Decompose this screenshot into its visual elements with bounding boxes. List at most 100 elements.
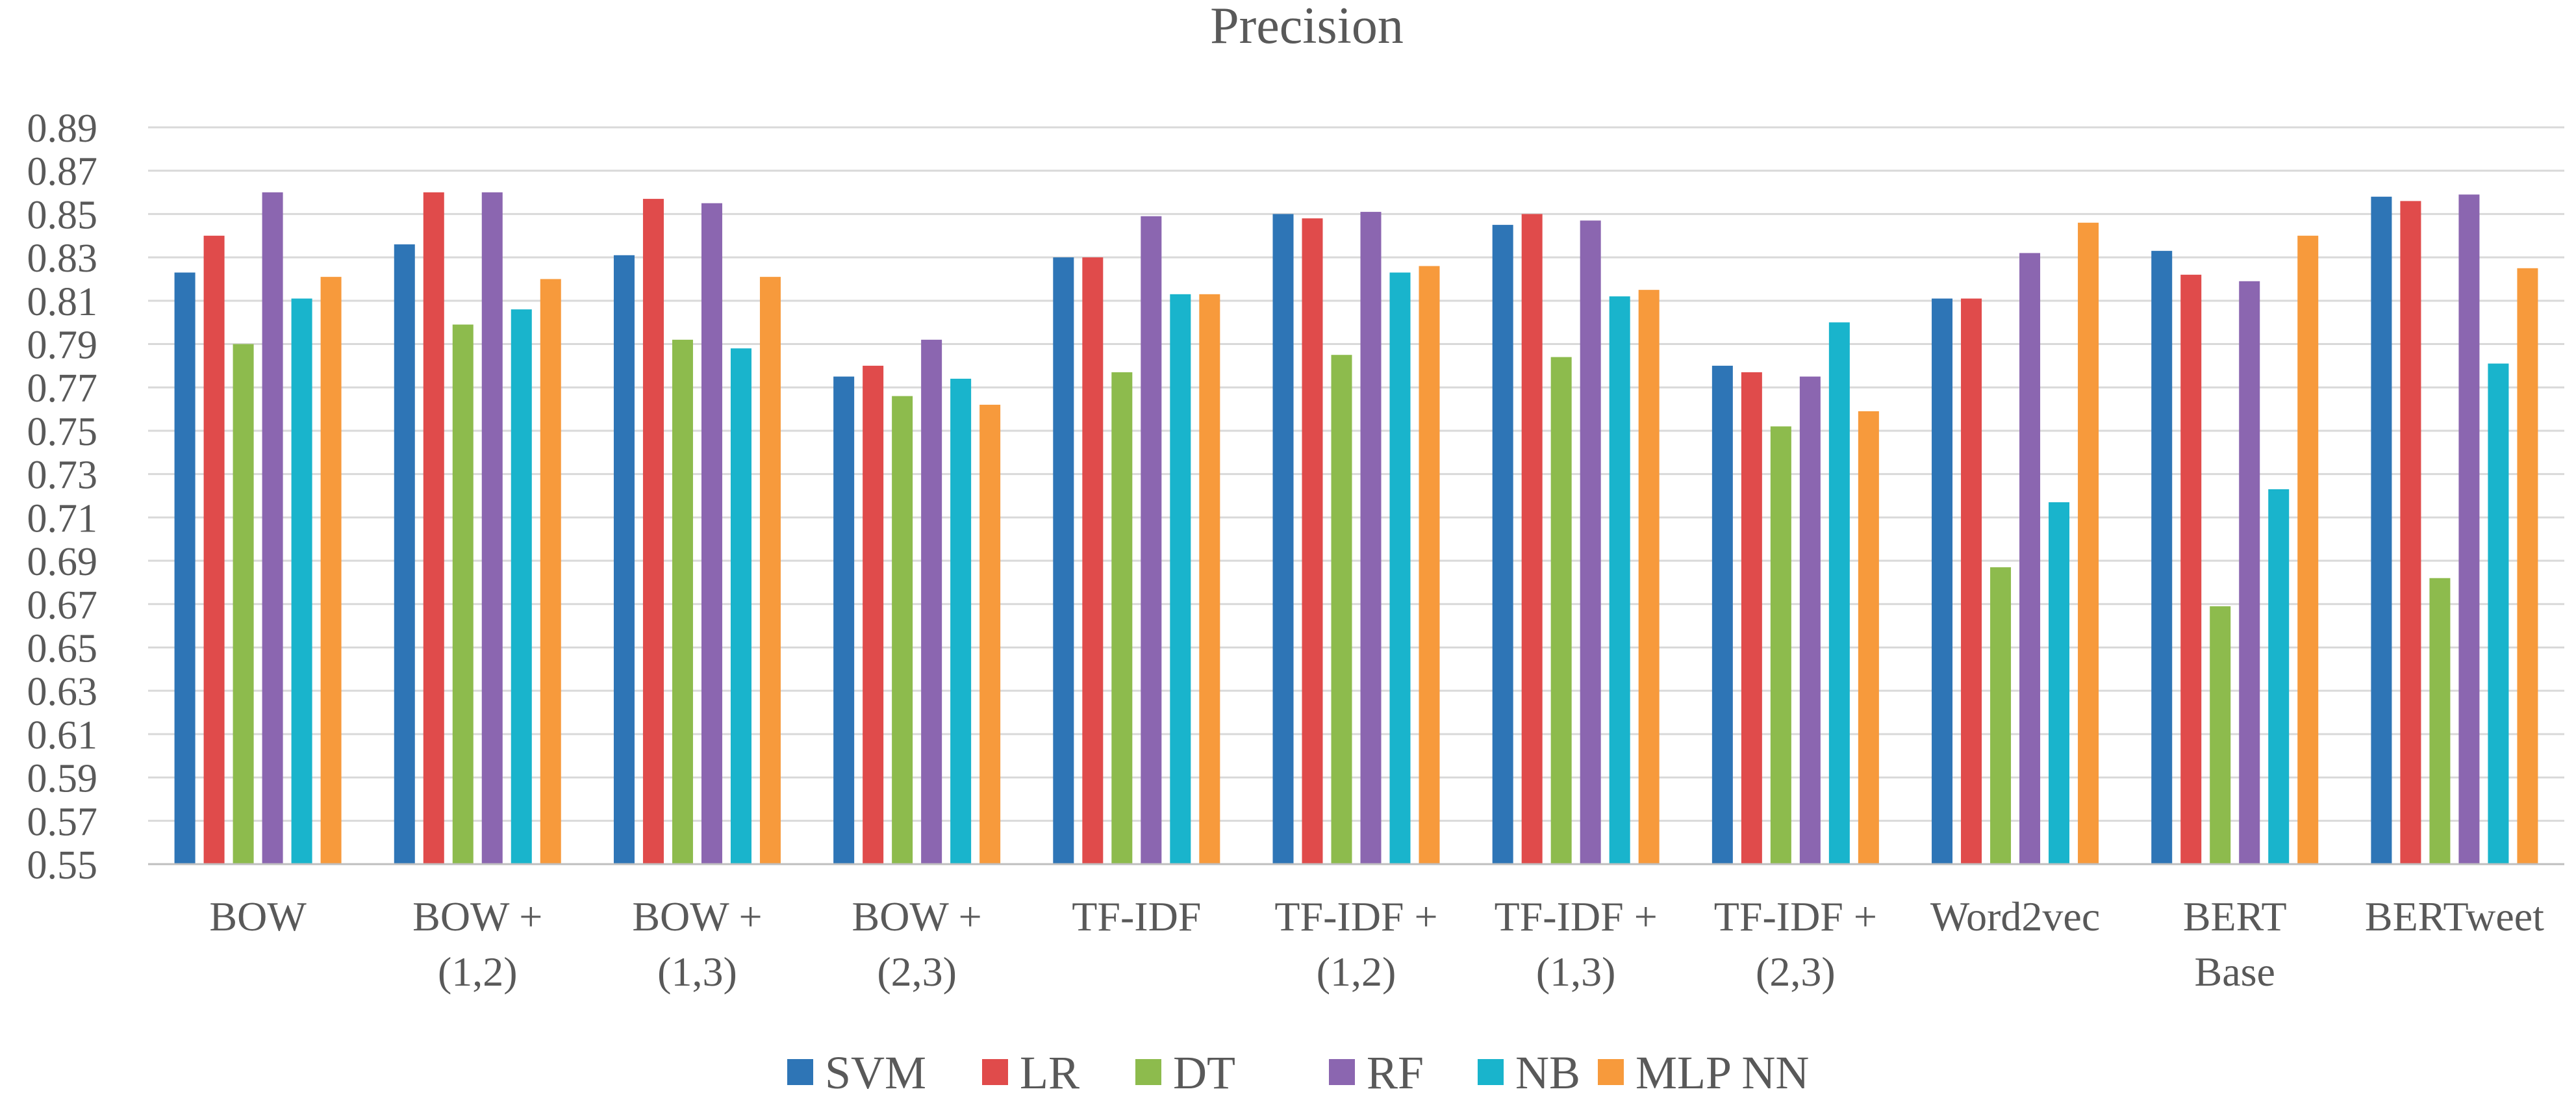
bar (1199, 294, 1220, 865)
legend-item: RF (1329, 1047, 1424, 1099)
bar (2297, 235, 2319, 864)
x-category-label: TF-IDF + (2,3) (1714, 893, 1877, 995)
bar (233, 344, 254, 864)
bar (174, 272, 196, 864)
legend-item: LR (982, 1047, 1080, 1099)
bar (613, 255, 635, 864)
bar (1858, 411, 1879, 864)
bar (511, 309, 532, 865)
legend-item: MLP NN (1598, 1047, 1809, 1099)
legend-item: SVM (787, 1047, 926, 1099)
bar (2078, 222, 2099, 864)
y-tick-label: 0.77 (27, 366, 98, 411)
bar (1082, 257, 1104, 864)
bar (2429, 578, 2451, 864)
bar (2049, 502, 2070, 864)
x-category-label: BERT Base (2183, 893, 2287, 995)
bar (540, 279, 561, 864)
bar (2019, 253, 2041, 865)
legend-swatch (787, 1059, 813, 1085)
y-tick-label: 0.81 (27, 280, 98, 324)
y-tick-label: 0.79 (27, 324, 98, 368)
legend-swatch (982, 1059, 1008, 1085)
series-nb (291, 272, 2509, 865)
y-tick-label: 0.61 (27, 713, 98, 758)
y-tick-label: 0.71 (27, 496, 98, 541)
bar (2371, 196, 2392, 865)
bar (481, 192, 503, 864)
legend: SVM LR DT RF NB MLP NN (787, 1047, 1809, 1099)
bar (759, 277, 781, 865)
y-tick-label: 0.87 (27, 150, 98, 194)
gridlines (148, 126, 2564, 822)
bar (950, 378, 972, 864)
bar (1770, 426, 1791, 864)
series-svm (174, 196, 2392, 865)
bar (863, 365, 884, 864)
y-tick-label: 0.63 (27, 670, 98, 714)
bar (2458, 194, 2480, 865)
bar (1272, 214, 1294, 865)
bar (320, 277, 342, 865)
bar (2151, 251, 2173, 864)
bar (1389, 272, 1411, 864)
bar (1550, 357, 1572, 864)
bar (1170, 294, 1191, 865)
bar (1331, 355, 1352, 864)
bar (1638, 290, 1660, 864)
bar (2268, 489, 2290, 864)
bar (672, 339, 693, 864)
bar (1961, 298, 1982, 864)
bar (1609, 296, 1630, 864)
x-category-label: BOW (209, 893, 307, 940)
bar (730, 348, 751, 864)
y-tick-label: 0.59 (27, 757, 98, 801)
bar (1360, 212, 1382, 864)
bar (1741, 372, 1762, 864)
bar (262, 192, 283, 864)
legend-item: DT (1135, 1047, 1235, 1099)
y-tick-label: 0.73 (27, 454, 98, 498)
bar (1141, 216, 1162, 864)
bar (2488, 363, 2509, 864)
bar (1580, 220, 1601, 865)
series-mlp-nn (320, 222, 2538, 865)
bar (1990, 567, 2012, 864)
y-tick-label: 0.55 (27, 843, 98, 888)
x-category-label: BOW + (1,3) (632, 893, 762, 995)
x-category-label: BOW + (1,2) (412, 893, 542, 995)
y-tick-label: 0.85 (27, 193, 98, 237)
bar (1419, 266, 1440, 864)
bar (2517, 268, 2538, 864)
bar (1799, 376, 1821, 864)
bar (892, 396, 913, 864)
bar (423, 192, 444, 864)
series-rf (262, 192, 2480, 865)
y-tick-label: 0.65 (27, 626, 98, 671)
bar (1111, 372, 1133, 864)
bar (2400, 201, 2421, 864)
bar (2239, 281, 2260, 864)
bar (394, 244, 415, 864)
bar (1828, 322, 1850, 864)
x-category-label: BERTweet (2365, 893, 2544, 940)
bar (701, 203, 722, 864)
bar (2210, 606, 2231, 864)
x-category-label: BOW + (2,3) (852, 893, 982, 995)
legend-label: DT (1173, 1047, 1235, 1099)
bar (642, 199, 664, 864)
legend-swatch (1135, 1059, 1161, 1085)
legend-swatch (1329, 1059, 1355, 1085)
legend-label: NB (1515, 1047, 1580, 1099)
x-category-label: TF-IDF + (1,3) (1495, 893, 1658, 995)
bar (833, 376, 855, 864)
legend-label: SVM (825, 1047, 926, 1099)
bar (1053, 257, 1074, 864)
y-axis-tick-labels: 0.550.570.590.610.630.650.670.690.710.73… (27, 107, 98, 888)
x-category-label: Word2vec (1930, 893, 2100, 940)
chart-title: Precision (1210, 0, 1404, 55)
bar (1932, 298, 1953, 864)
x-category-label: TF-IDF (1072, 893, 1201, 940)
series-dt (233, 324, 2451, 864)
